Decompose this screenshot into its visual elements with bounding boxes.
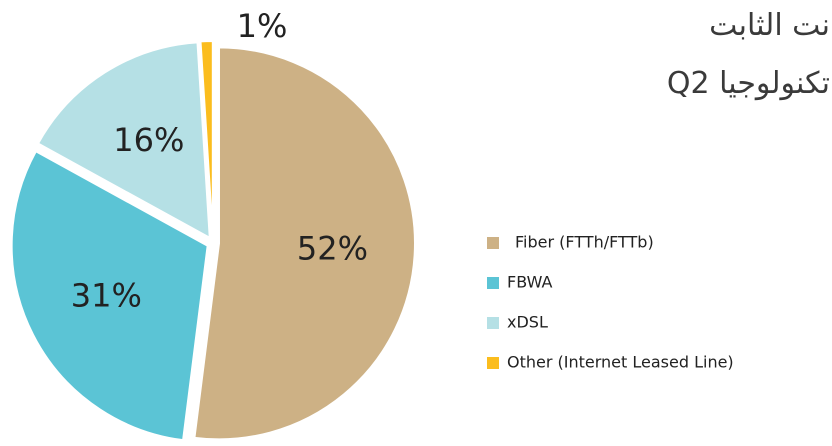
slice-label: 31% (71, 276, 142, 314)
chart-subtitle: تكنولوجيا Q2 (666, 66, 830, 101)
legend-swatch (487, 317, 499, 329)
legend-label: Other (Internet Leased Line) (507, 353, 734, 372)
legend-swatch (487, 357, 499, 369)
legend-label: xDSL (507, 313, 548, 332)
legend-label: Fiber (FTTh/FTTb) (515, 233, 654, 252)
slice-label: 1% (237, 7, 288, 45)
legend-swatch (487, 237, 499, 249)
pie-slice (199, 40, 214, 238)
pie-slice (193, 46, 416, 441)
legend-label: FBWA (507, 273, 553, 292)
slice-label: 16% (113, 121, 184, 159)
slice-label: 52% (297, 230, 368, 268)
pie-slice (10, 149, 209, 442)
pie-slice (36, 41, 211, 240)
chart-title: نت الثابت (709, 8, 830, 43)
legend-swatch (487, 277, 499, 289)
